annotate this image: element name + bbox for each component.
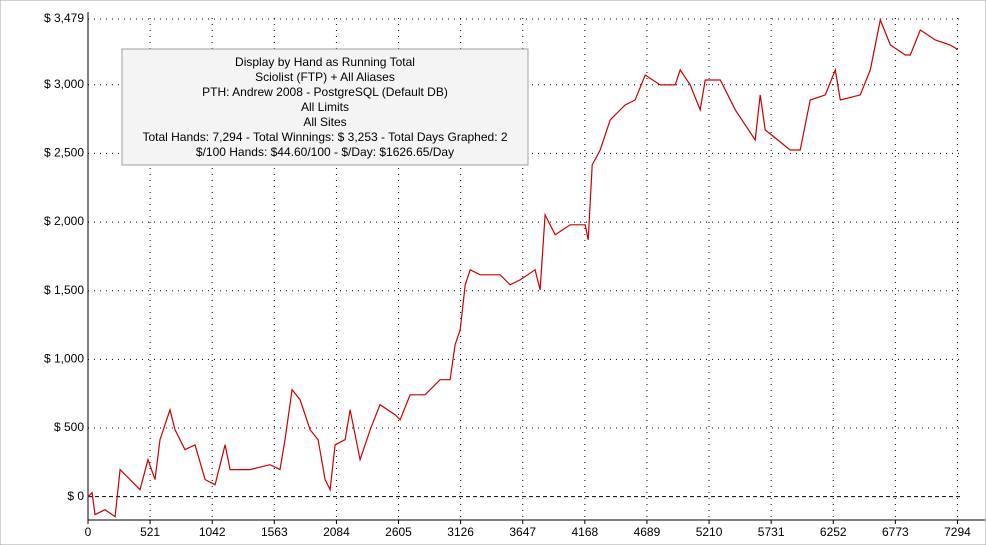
x-tick-label: 1563 — [261, 525, 288, 539]
x-tick-label: 3647 — [509, 525, 536, 539]
x-tick-label: 1042 — [199, 525, 226, 539]
y-tick-label: $ 1,500 — [44, 283, 84, 297]
x-tick-label: 7294 — [944, 525, 971, 539]
y-tick-label: $ 500 — [54, 420, 84, 434]
info-line: PTH: Andrew 2008 - PostgreSQL (Default D… — [202, 85, 448, 99]
x-tick-label: 2605 — [385, 525, 412, 539]
x-tick-label: 6773 — [882, 525, 909, 539]
info-line: Total Hands: 7,294 - Total Winnings: $ 3… — [142, 130, 507, 144]
data-line — [87, 17, 958, 518]
y-tick-label: $ 2,500 — [44, 146, 84, 160]
x-tick-label: 6252 — [820, 525, 847, 539]
info-line: All Limits — [301, 100, 349, 114]
y-tick-label: $ 3,000 — [44, 77, 84, 91]
info-line: $/100 Hands: $44.60/100 - $/Day: $1626.6… — [196, 145, 454, 159]
x-tick-label: 3126 — [447, 525, 474, 539]
info-box — [121, 48, 529, 166]
y-tick-label: $ 0 — [67, 489, 84, 503]
x-tick-label: 5731 — [758, 525, 785, 539]
info-line: Sciolist (FTP) + All Aliases — [255, 70, 395, 84]
x-tick-label: 4689 — [634, 525, 661, 539]
x-tick-label: 521 — [140, 525, 160, 539]
y-tick-label: $ 3,479 — [44, 11, 84, 25]
x-tick-label: 2084 — [323, 525, 350, 539]
y-tick-label: $ 2,000 — [44, 214, 84, 228]
x-tick-label: 0 — [85, 525, 92, 539]
x-tick-label: 4168 — [571, 525, 598, 539]
y-tick-label: $ 1,000 — [44, 352, 84, 366]
info-line: Display by Hand as Running Total — [235, 55, 415, 69]
x-tick-label: 5210 — [696, 525, 723, 539]
info-line: All Sites — [303, 115, 346, 129]
